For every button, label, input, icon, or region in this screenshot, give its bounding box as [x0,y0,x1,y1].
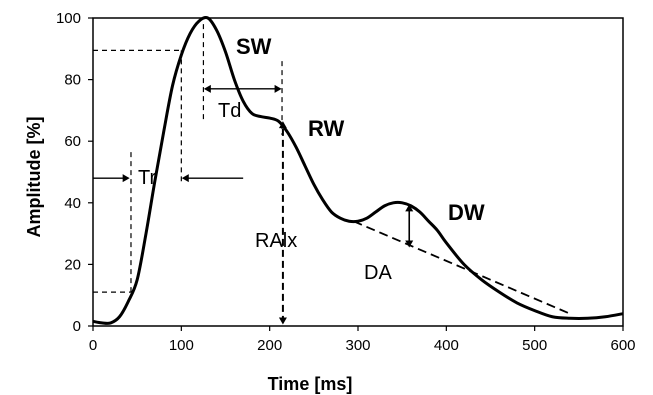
axes [92,17,624,327]
dw-label: DW [448,200,485,225]
x-tick-label: 600 [610,337,635,354]
waveform-line [92,15,624,325]
x-axis-label: Time [ms] [268,374,353,394]
tr-label: Tr [138,167,156,189]
y-axis-label: Amplitude [%] [24,117,44,238]
sw-label: SW [236,34,272,59]
x-tick-label: 100 [169,337,194,354]
ticks: 0 100 200 300 400 500 600 0 20 40 60 80 100 [56,10,636,354]
da-baseline-line [353,220,571,315]
ralx-label: RAlx [255,230,297,252]
ralx-bottom-arrowhead [278,317,287,325]
plot-frame [92,17,624,327]
tr-left-arrowhead [122,174,130,183]
annotation-lines [93,24,571,325]
x-tick-label: 500 [522,337,547,354]
tr-right-arrowhead [181,174,189,183]
y-tick-label: 0 [73,318,81,335]
y-tick-label: 60 [64,133,81,150]
da-top-arrowhead [405,204,414,212]
y-tick-label: 20 [64,256,81,273]
da-bottom-arrowhead [405,240,414,248]
td-left-arrowhead [203,84,211,93]
x-tick-label: 200 [257,337,282,354]
da-label: DA [364,262,392,284]
y-tick-label: 80 [64,72,81,89]
td-right-arrowhead [274,84,282,93]
y-tick-label: 40 [64,195,81,212]
y-tick-label: 100 [56,10,81,27]
rw-label: RW [308,116,344,141]
x-tick-label: 0 [89,337,97,354]
x-tick-label: 400 [434,337,459,354]
td-label: Td [218,100,241,122]
x-tick-label: 300 [345,337,370,354]
